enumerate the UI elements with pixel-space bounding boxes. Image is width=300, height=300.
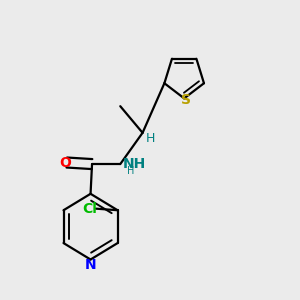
- Text: H: H: [127, 166, 135, 176]
- Text: NH: NH: [123, 157, 146, 171]
- Text: H: H: [146, 132, 156, 145]
- Text: N: N: [85, 258, 96, 272]
- Text: O: O: [59, 155, 71, 170]
- Text: Cl: Cl: [82, 202, 97, 216]
- Text: S: S: [181, 93, 191, 107]
